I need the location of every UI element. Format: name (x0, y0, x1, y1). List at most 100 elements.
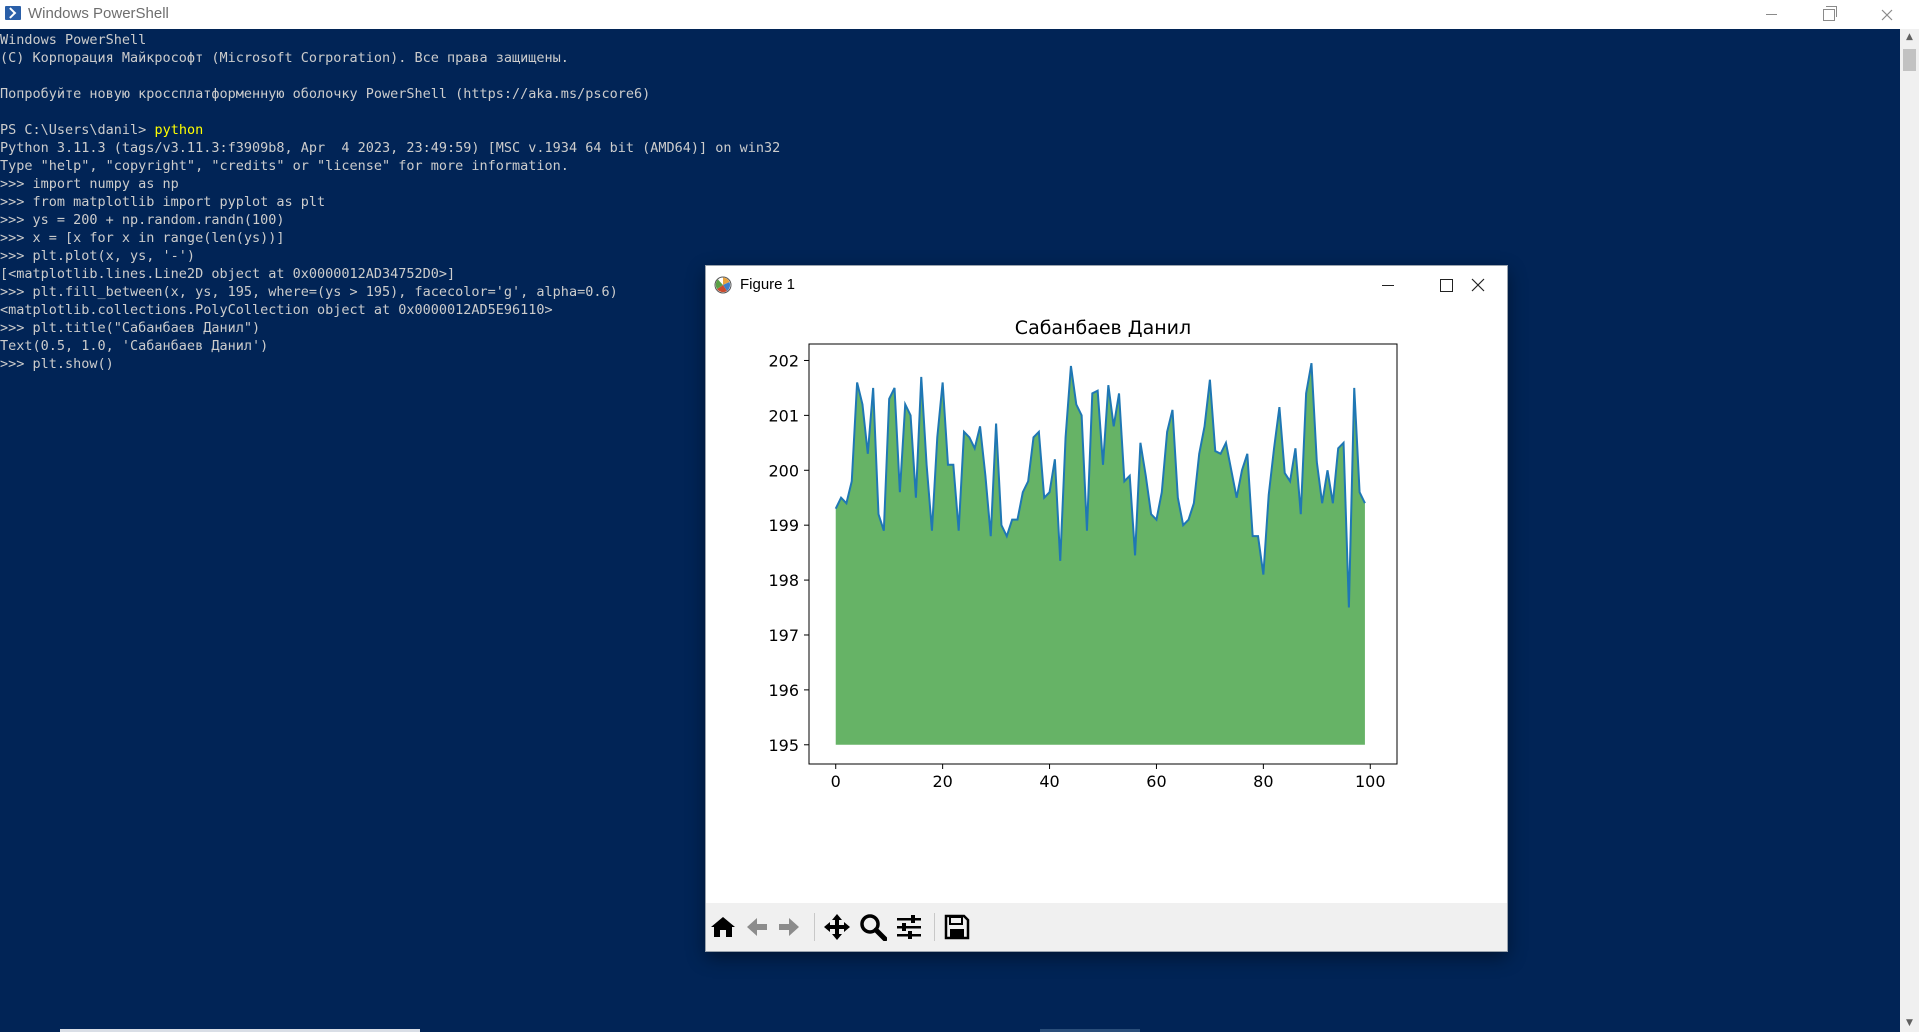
figure-close-button[interactable] (1449, 266, 1507, 304)
save-icon (944, 914, 970, 940)
taskbar-indicator-secondary (1040, 1029, 1140, 1032)
console-line: >>> from matplotlib import pyplot as plt (0, 193, 1895, 211)
console-text: Попробуйте новую кроссплатформенную обол… (0, 86, 651, 102)
y-tick-label: 197 (768, 626, 799, 645)
figure-window[interactable]: Figure 1 0 20 40 60 80 100 195 196 197 198 199 200 2… (706, 266, 1507, 951)
console-line: >>> plt.plot(x, ys, '-') (0, 247, 1895, 265)
console-text: >>> from matplotlib import pyplot as plt (0, 194, 326, 210)
series-line (834, 363, 1366, 608)
figure-title: Figure 1 (740, 276, 796, 293)
console-line: >>> ys = 200 + np.random.randn(100) (0, 211, 1895, 229)
console-text: >>> ys = 200 + np.random.randn(100) (0, 212, 285, 228)
console-line: >>> plt.fill_between(x, ys, 195, where=(… (0, 283, 1895, 301)
console-text: Text(0.5, 1.0, 'Сабанбаев Данил') (0, 338, 269, 354)
restore-icon (1823, 5, 1837, 21)
console-line: >>> plt.show() (0, 355, 1895, 373)
scroll-thumb[interactable] (1903, 49, 1916, 71)
console-line: Попробуйте новую кроссплатформенную обол… (0, 85, 1895, 103)
console-text: Type "help", "copyright", "credits" or "… (0, 158, 569, 174)
minimize-icon (1765, 14, 1777, 15)
matplotlib-icon (714, 276, 732, 294)
console-text: [<matplotlib.lines.Line2D object at 0x00… (0, 266, 456, 282)
home-icon (711, 917, 735, 937)
console-text: <matplotlib.collections.PolyCollection o… (0, 302, 553, 318)
console-text: PS C:\Users\danil> (0, 122, 155, 138)
console-line: Type "help", "copyright", "credits" or "… (0, 157, 1895, 175)
x-tick-label: 20 (932, 772, 952, 791)
scroll-up-arrow-icon[interactable]: ▲ (1906, 32, 1913, 42)
taskbar-indicator (60, 1029, 420, 1032)
figure-maximize-button[interactable] (1417, 266, 1475, 304)
console-text (0, 68, 8, 84)
console-text: >>> plt.plot(x, ys, '-') (0, 248, 196, 264)
scroll-down-arrow-icon[interactable]: ▼ (1906, 1018, 1913, 1028)
console-line: <matplotlib.collections.PolyCollection o… (0, 301, 1895, 319)
console-line: >>> x = [x for x in range(len(ys))] (0, 229, 1895, 247)
console-line: PS C:\Users\danil> python (0, 121, 1895, 139)
axes-frame (808, 343, 1398, 765)
minimize-icon (1382, 284, 1394, 286)
y-tick-label: 200 (768, 461, 799, 480)
powershell-titlebar: Windows PowerShell (0, 0, 1919, 29)
console-line: >>> import numpy as np (0, 175, 1895, 193)
minimize-button[interactable] (1748, 0, 1794, 29)
vertical-scrollbar[interactable]: ▲ ▼ (1900, 29, 1919, 1032)
forward-button[interactable] (774, 913, 804, 941)
close-button[interactable] (1864, 0, 1910, 29)
y-tick-label: 198 (768, 571, 799, 590)
filled-area (835, 363, 1365, 745)
y-tick-label: 201 (768, 406, 799, 425)
zoom-button[interactable] (858, 913, 888, 941)
save-button[interactable] (942, 913, 972, 941)
console-command: python (154, 122, 204, 138)
console-text: >>> import numpy as np (0, 176, 179, 192)
pan-button[interactable] (822, 913, 852, 941)
toolbar-separator (934, 913, 935, 941)
y-tick-label: 199 (768, 516, 799, 535)
configure-subplots-icon (897, 915, 921, 939)
x-tick-label: 100 (1355, 772, 1386, 791)
console-line: [<matplotlib.lines.Line2D object at 0x00… (0, 265, 1895, 283)
console-output[interactable]: Windows PowerShell (C) Корпорация Майкрос… (0, 31, 1895, 1030)
x-tick-label: 60 (1146, 772, 1166, 791)
console-line: Python 3.11.3 (tags/v3.11.3:f3909b8, Apr… (0, 139, 1895, 157)
console-line: Windows PowerShell (0, 31, 1895, 49)
console-text: Python 3.11.3 (tags/v3.11.3:f3909b8, Apr… (0, 140, 781, 156)
console-line (0, 67, 1895, 85)
console-text: >>> plt.title("Сабанбаев Данил") (0, 320, 261, 336)
console-text: >>> plt.fill_between(x, ys, 195, where=(… (0, 284, 618, 300)
console-line: Text(0.5, 1.0, 'Сабанбаев Данил') (0, 337, 1895, 355)
console-text (0, 104, 8, 120)
y-tick-label: 196 (768, 681, 799, 700)
console-line: (C) Корпорация Майкрософт (Microsoft Cor… (0, 49, 1895, 67)
y-tick-label: 195 (768, 736, 799, 755)
console-line: >>> plt.title("Сабанбаев Данил") (0, 319, 1895, 337)
zoom-icon (860, 914, 887, 941)
navigation-toolbar (706, 903, 1507, 951)
x-tick-label: 80 (1253, 772, 1273, 791)
figure-titlebar: Figure 1 (706, 266, 1507, 304)
console-line (0, 103, 1895, 121)
console-text: (C) Корпорация Майкрософт (Microsoft Cor… (0, 50, 569, 66)
close-icon (1881, 9, 1893, 20)
restore-button[interactable] (1806, 0, 1852, 29)
figure-minimize-button[interactable] (1359, 266, 1417, 304)
x-tick-label: 40 (1039, 772, 1059, 791)
configure-subplots-button[interactable] (894, 913, 924, 941)
chart: 0 20 40 60 80 100 195 196 197 198 199 200 201 202 Саба… (768, 317, 1398, 791)
chart-title: Сабанбаев Данил (1015, 317, 1191, 339)
pan-icon (824, 914, 850, 940)
console-text: >>> plt.show() (0, 356, 114, 372)
toolbar-separator (814, 913, 815, 941)
maximize-icon (1439, 278, 1453, 292)
back-button[interactable] (742, 913, 772, 941)
x-tick-label: 0 (831, 772, 841, 791)
home-button[interactable] (708, 913, 738, 941)
plot-canvas[interactable]: 0 20 40 60 80 100 195 196 197 198 199 200 201 202 Саба… (706, 304, 1507, 903)
powershell-icon (5, 6, 21, 20)
back-icon (747, 918, 767, 936)
console-text: Windows PowerShell (0, 32, 147, 48)
console-text: >>> x = [x for x in range(len(ys))] (0, 230, 285, 246)
close-icon (1471, 278, 1485, 292)
window-title: Windows PowerShell (28, 5, 169, 22)
